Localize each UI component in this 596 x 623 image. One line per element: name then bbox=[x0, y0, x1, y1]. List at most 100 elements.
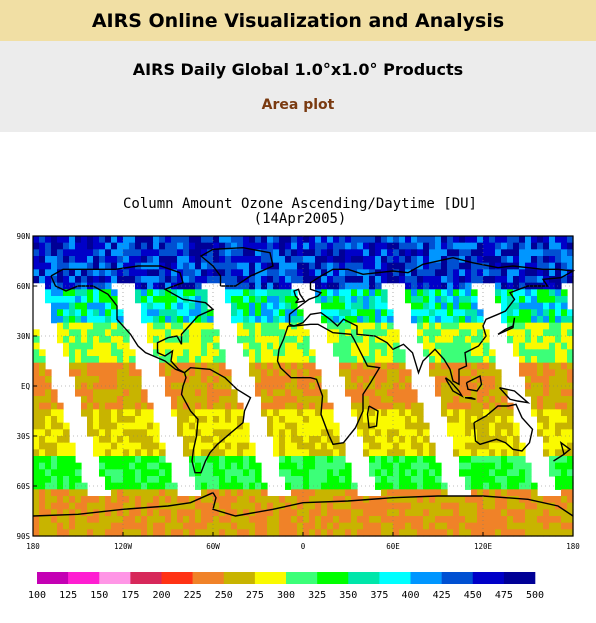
heatmap-cell bbox=[201, 329, 208, 337]
heatmap-cell bbox=[339, 509, 346, 517]
heatmap-cell bbox=[159, 522, 166, 530]
heatmap-cell bbox=[273, 316, 280, 324]
heatmap-cell bbox=[297, 329, 304, 337]
heatmap-cell bbox=[141, 469, 148, 477]
heatmap-cell bbox=[321, 389, 328, 397]
heatmap-cell bbox=[477, 482, 484, 490]
heatmap-cell bbox=[411, 396, 418, 404]
heatmap-cell bbox=[231, 296, 238, 304]
heatmap-cell bbox=[567, 262, 574, 270]
heatmap-cell bbox=[543, 296, 550, 304]
heatmap-cell bbox=[243, 242, 250, 250]
heatmap-cell bbox=[321, 402, 328, 410]
heatmap-cell bbox=[81, 329, 88, 337]
heatmap-cell bbox=[387, 382, 394, 390]
heatmap-cell bbox=[291, 316, 298, 324]
heatmap-cell bbox=[393, 382, 400, 390]
heatmap-cell bbox=[561, 356, 568, 364]
heatmap-cell bbox=[171, 509, 178, 517]
heatmap-cell bbox=[375, 356, 382, 364]
heatmap-cell bbox=[219, 489, 226, 497]
heatmap-cell bbox=[327, 329, 334, 337]
heatmap-cell bbox=[471, 496, 478, 504]
heatmap-cell bbox=[411, 502, 418, 510]
heatmap-cell bbox=[291, 422, 298, 430]
heatmap-cell bbox=[261, 496, 268, 504]
heatmap-cell bbox=[495, 496, 502, 504]
heatmap-cell bbox=[147, 502, 154, 510]
heatmap-cell bbox=[531, 296, 538, 304]
heatmap-cell bbox=[177, 322, 184, 330]
heatmap-cell bbox=[369, 256, 376, 264]
heatmap-cell bbox=[465, 496, 472, 504]
heatmap-cell bbox=[273, 529, 280, 537]
heatmap-cell bbox=[207, 489, 214, 497]
heatmap-cell bbox=[561, 309, 568, 317]
heatmap-cell bbox=[333, 516, 340, 524]
heatmap-cell bbox=[339, 516, 346, 524]
heatmap-cell bbox=[345, 269, 352, 277]
heatmap-cell bbox=[63, 502, 70, 510]
heatmap-cell bbox=[87, 269, 94, 277]
heatmap-cell bbox=[501, 522, 508, 530]
heatmap-cell bbox=[297, 422, 304, 430]
heatmap-cell bbox=[411, 402, 418, 410]
heatmap-cell bbox=[567, 456, 574, 464]
heatmap-cell bbox=[201, 469, 208, 477]
heatmap-cell bbox=[189, 416, 196, 424]
heatmap-cell bbox=[135, 249, 142, 257]
heatmap-cell bbox=[87, 496, 94, 504]
heatmap-cell bbox=[327, 249, 334, 257]
heatmap-cell bbox=[297, 242, 304, 250]
heatmap-cell bbox=[153, 249, 160, 257]
heatmap-cell bbox=[303, 522, 310, 530]
heatmap-cell bbox=[411, 489, 418, 497]
heatmap-cell bbox=[249, 336, 256, 344]
heatmap-cell bbox=[423, 529, 430, 537]
heatmap-cell bbox=[291, 502, 298, 510]
heatmap-cell bbox=[537, 289, 544, 297]
heatmap-cell bbox=[249, 296, 256, 304]
heatmap-cell bbox=[501, 416, 508, 424]
page-banner: AIRS Online Visualization and Analysis bbox=[0, 0, 596, 41]
heatmap-cell bbox=[201, 376, 208, 384]
heatmap-cell bbox=[309, 362, 316, 370]
heatmap-cell bbox=[189, 289, 196, 297]
heatmap-cell bbox=[483, 389, 490, 397]
heatmap-cell bbox=[273, 442, 280, 450]
heatmap-cell bbox=[129, 529, 136, 537]
heatmap-cell bbox=[513, 309, 520, 317]
heatmap-cell bbox=[363, 376, 370, 384]
heatmap-cell bbox=[387, 322, 394, 330]
heatmap-cell bbox=[567, 462, 574, 470]
heatmap-cell bbox=[219, 396, 226, 404]
heatmap-cell bbox=[435, 389, 442, 397]
heatmap-cell bbox=[237, 489, 244, 497]
heatmap-cell bbox=[387, 389, 394, 397]
heatmap-cell bbox=[459, 469, 466, 477]
heatmap-cell bbox=[441, 396, 448, 404]
heatmap-cell bbox=[525, 236, 532, 244]
heatmap-cell bbox=[75, 242, 82, 250]
heatmap-cell bbox=[345, 282, 352, 290]
heatmap-cell bbox=[219, 422, 226, 430]
heatmap-cell bbox=[249, 462, 256, 470]
heatmap-cell bbox=[561, 476, 568, 484]
heatmap-cell bbox=[507, 422, 514, 430]
heatmap-cell bbox=[273, 342, 280, 350]
heatmap-cell bbox=[111, 262, 118, 270]
y-tick-label: 90S bbox=[16, 532, 30, 541]
heatmap-cell bbox=[87, 249, 94, 257]
heatmap-cell bbox=[459, 376, 466, 384]
heatmap-cell bbox=[483, 376, 490, 384]
heatmap-cell bbox=[561, 429, 568, 437]
heatmap-cell bbox=[153, 449, 160, 457]
heatmap-cell bbox=[195, 422, 202, 430]
heatmap-cell bbox=[135, 402, 142, 410]
heatmap-cell bbox=[567, 416, 574, 424]
heatmap-cell bbox=[99, 402, 106, 410]
heatmap-cell bbox=[81, 349, 88, 357]
heatmap-cell bbox=[81, 296, 88, 304]
heatmap-cell bbox=[51, 409, 58, 417]
heatmap-cell bbox=[213, 509, 220, 517]
